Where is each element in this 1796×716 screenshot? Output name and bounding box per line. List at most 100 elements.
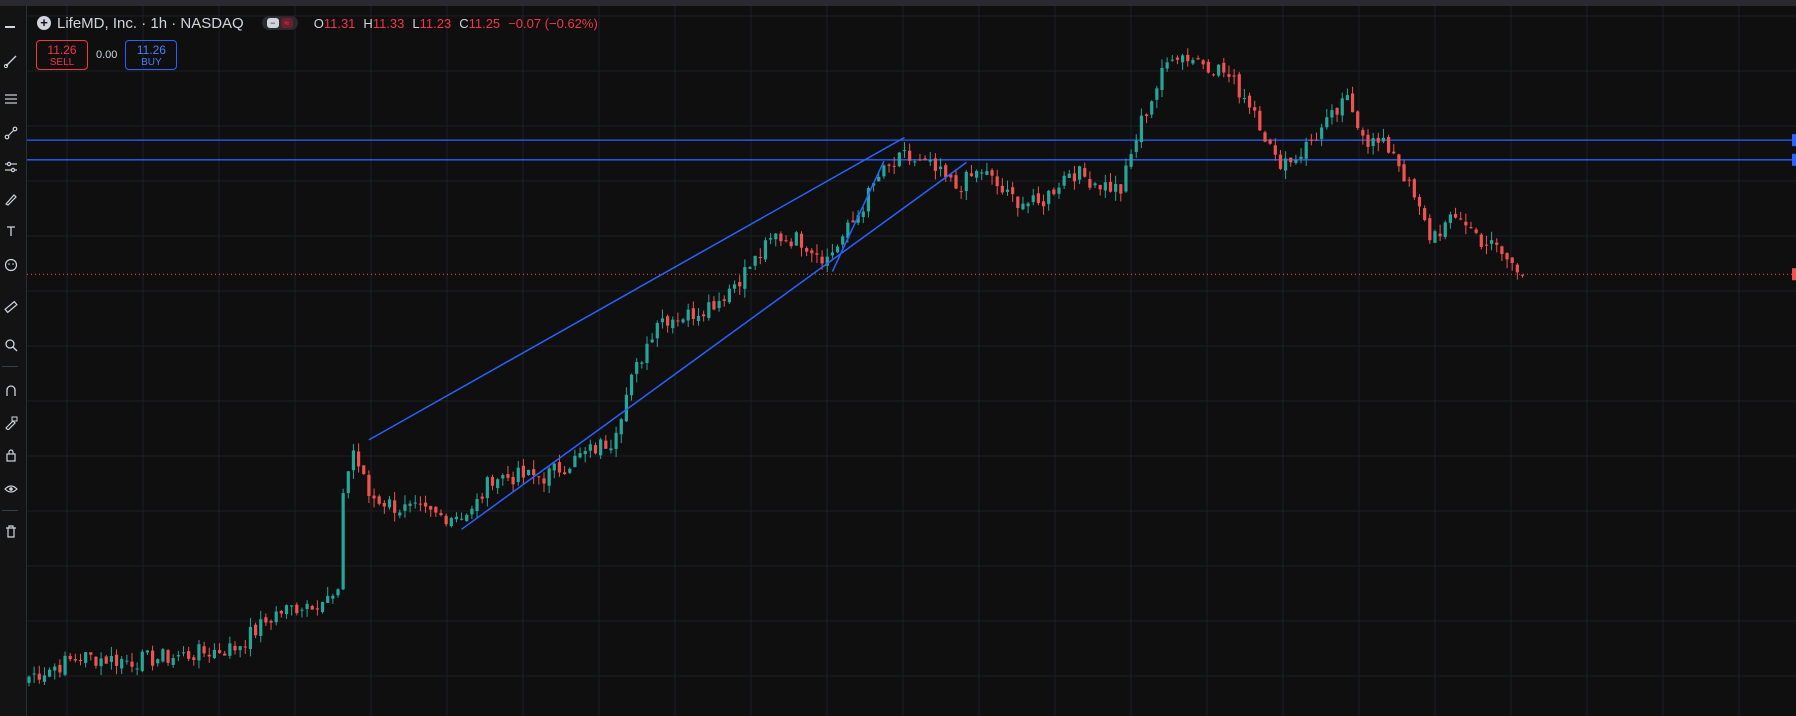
- collapse-icon[interactable]: −: [266, 18, 279, 28]
- candle-body: [1350, 93, 1355, 113]
- candle-body: [568, 468, 572, 473]
- candle-body: [1134, 140, 1138, 153]
- candle-body: [1129, 154, 1133, 167]
- candle-body: [1191, 59, 1195, 64]
- candle-body: [1515, 264, 1519, 273]
- candle-body: [949, 174, 953, 178]
- candle-body: [475, 498, 479, 511]
- sell-button[interactable]: 11.26 SELL: [36, 40, 88, 70]
- candle-body: [717, 300, 721, 308]
- candle-body: [63, 655, 67, 675]
- candle-body: [784, 240, 788, 242]
- candle-body: [547, 468, 551, 486]
- candle-body: [274, 611, 278, 623]
- eye-icon[interactable]: [0, 476, 22, 502]
- candle-body: [835, 246, 840, 253]
- pen-icon[interactable]: [0, 186, 22, 212]
- candle-body: [1484, 244, 1489, 246]
- fib-icon[interactable]: [0, 86, 22, 112]
- candle-body: [1165, 62, 1169, 69]
- candle-body: [465, 514, 469, 522]
- candle-body: [887, 164, 891, 166]
- candle-body: [913, 161, 917, 163]
- candle-body: [1371, 138, 1375, 147]
- drawing-toolbar: [0, 6, 27, 716]
- candlestick-series: [27, 48, 1525, 687]
- candle-body: [969, 173, 974, 177]
- trash-icon[interactable]: [0, 518, 22, 544]
- cursor-icon[interactable]: [0, 14, 22, 40]
- candle-body: [1036, 193, 1040, 203]
- magnet-icon[interactable]: [0, 378, 22, 404]
- candle-body: [557, 462, 562, 473]
- candle-body: [1387, 137, 1391, 153]
- chart-pane[interactable]: + LifeMD, Inc. · 1h · NASDAQ − ≈ O11.31 …: [27, 6, 1796, 716]
- price-chart[interactable]: [27, 6, 1796, 716]
- node-icon[interactable]: [0, 120, 22, 146]
- candle-body: [398, 512, 402, 516]
- candle-body: [1417, 197, 1422, 207]
- candle-body: [1510, 257, 1514, 263]
- sell-label: SELL: [49, 57, 75, 68]
- candle-body: [918, 159, 922, 161]
- candle-body: [1304, 141, 1308, 159]
- candle-body: [84, 652, 88, 663]
- text-icon[interactable]: [0, 218, 22, 244]
- candle-body: [243, 646, 247, 648]
- candle-body: [789, 241, 793, 247]
- top-bar: [0, 0, 1796, 6]
- lock-draw-icon[interactable]: [0, 410, 22, 436]
- close-label: C: [459, 15, 469, 31]
- buy-button[interactable]: 11.26 BUY: [125, 40, 178, 70]
- add-symbol-icon[interactable]: +: [37, 16, 51, 30]
- candle-body: [259, 619, 263, 636]
- candle-body: [1041, 201, 1046, 207]
- brush-icon[interactable]: [0, 154, 22, 180]
- candle-body: [130, 661, 134, 667]
- legend-toggle[interactable]: − ≈: [261, 16, 298, 30]
- candle-body: [1325, 117, 1329, 128]
- candle-body: [681, 319, 685, 323]
- candle-body: [1181, 55, 1185, 63]
- candle-body: [32, 673, 36, 675]
- candle-body: [156, 659, 160, 664]
- candle-body: [1500, 246, 1504, 254]
- current-price-axis-marker: [1792, 268, 1796, 281]
- zoom-icon[interactable]: [0, 332, 22, 358]
- open-label: O: [313, 15, 324, 31]
- candle-body: [1273, 145, 1277, 155]
- candle-body: [758, 256, 762, 258]
- candle-body: [197, 644, 201, 661]
- candle-body: [1407, 179, 1411, 181]
- candle-body: [676, 320, 680, 322]
- candle-body: [763, 240, 768, 260]
- candle-body: [810, 250, 814, 254]
- candle-body: [1289, 157, 1293, 163]
- ruler-icon[interactable]: [0, 294, 22, 320]
- candle-body: [655, 322, 659, 339]
- candle-body: [151, 650, 155, 666]
- candle-body: [1428, 218, 1432, 241]
- trendline-icon[interactable]: [0, 48, 22, 74]
- lock-icon[interactable]: [0, 442, 22, 468]
- candle-body: [1005, 189, 1010, 192]
- buy-label: BUY: [141, 57, 162, 68]
- high-value: 11.33: [372, 15, 405, 31]
- candle-body: [629, 374, 634, 396]
- candle-body: [1150, 101, 1154, 115]
- smile-icon[interactable]: [0, 252, 22, 278]
- candle-body: [454, 516, 459, 520]
- candle-body: [1330, 110, 1334, 118]
- waves-icon[interactable]: ≈: [280, 18, 293, 28]
- candle-body: [336, 589, 340, 596]
- candle-body: [908, 150, 912, 161]
- candle-body: [1155, 88, 1159, 100]
- candle-body: [320, 601, 325, 613]
- channel-inner-leg-line: [831, 160, 885, 272]
- toolbar-divider: [2, 510, 18, 511]
- candle-body: [58, 664, 62, 673]
- chart-grid: [27, 6, 1796, 716]
- candle-body: [1520, 274, 1525, 276]
- symbol-title[interactable]: LifeMD, Inc. · 1h · NASDAQ: [57, 14, 244, 32]
- candle-body: [619, 419, 623, 435]
